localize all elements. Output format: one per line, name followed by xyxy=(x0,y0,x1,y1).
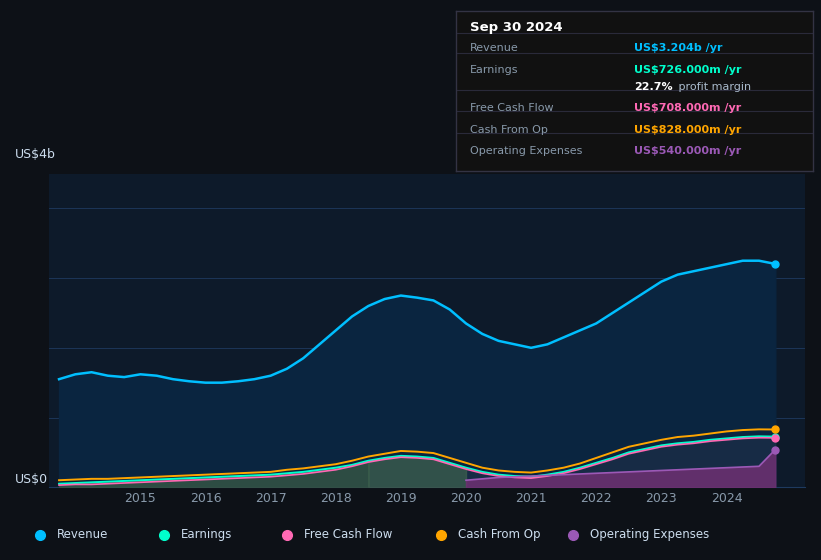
Text: Cash From Op: Cash From Op xyxy=(470,124,548,134)
Text: US$708.000m /yr: US$708.000m /yr xyxy=(635,103,741,113)
Text: Operating Expenses: Operating Expenses xyxy=(589,528,709,542)
Text: US$3.204b /yr: US$3.204b /yr xyxy=(635,43,722,53)
Text: Sep 30 2024: Sep 30 2024 xyxy=(470,21,562,34)
Text: US$0: US$0 xyxy=(16,473,48,486)
Text: Revenue: Revenue xyxy=(470,43,519,53)
Text: US$726.000m /yr: US$726.000m /yr xyxy=(635,66,741,76)
Text: US$540.000m /yr: US$540.000m /yr xyxy=(635,146,741,156)
Text: Cash From Op: Cash From Op xyxy=(458,528,541,542)
Text: Free Cash Flow: Free Cash Flow xyxy=(304,528,392,542)
Text: Earnings: Earnings xyxy=(470,66,518,76)
Text: US$4b: US$4b xyxy=(16,148,56,161)
Text: profit margin: profit margin xyxy=(676,82,751,92)
Text: Free Cash Flow: Free Cash Flow xyxy=(470,103,553,113)
Text: Revenue: Revenue xyxy=(57,528,108,542)
Text: Operating Expenses: Operating Expenses xyxy=(470,146,582,156)
Text: Earnings: Earnings xyxy=(181,528,232,542)
Text: US$828.000m /yr: US$828.000m /yr xyxy=(635,124,741,134)
Text: 22.7%: 22.7% xyxy=(635,82,673,92)
